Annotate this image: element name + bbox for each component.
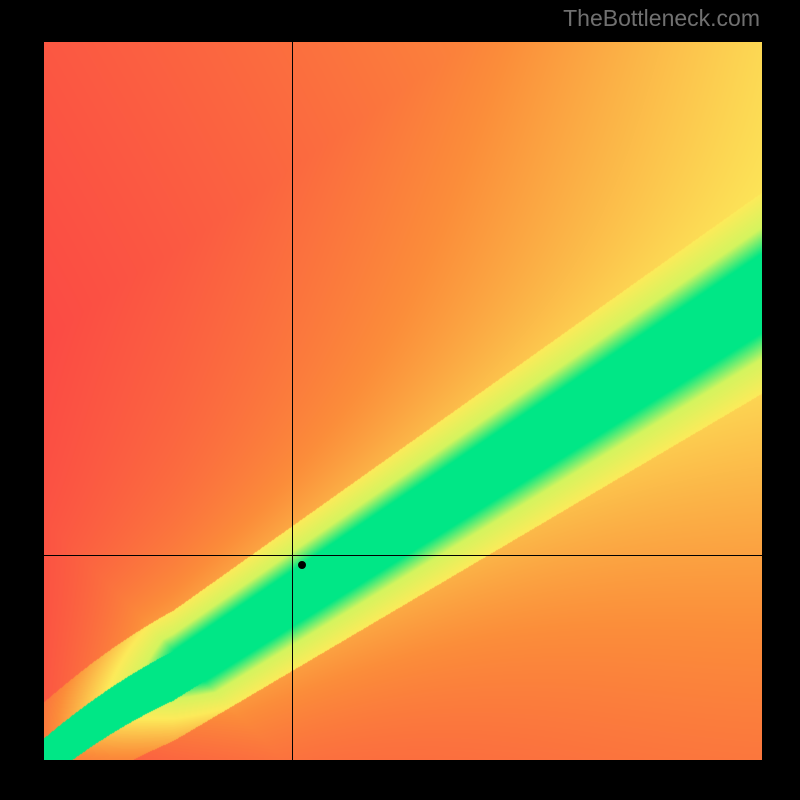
crosshair-vertical [292,42,293,760]
crosshair-horizontal [44,555,762,556]
heatmap-plot [44,42,762,760]
heatmap-canvas [44,42,762,760]
data-point-marker [298,561,306,569]
watermark-text: TheBottleneck.com [563,5,760,32]
